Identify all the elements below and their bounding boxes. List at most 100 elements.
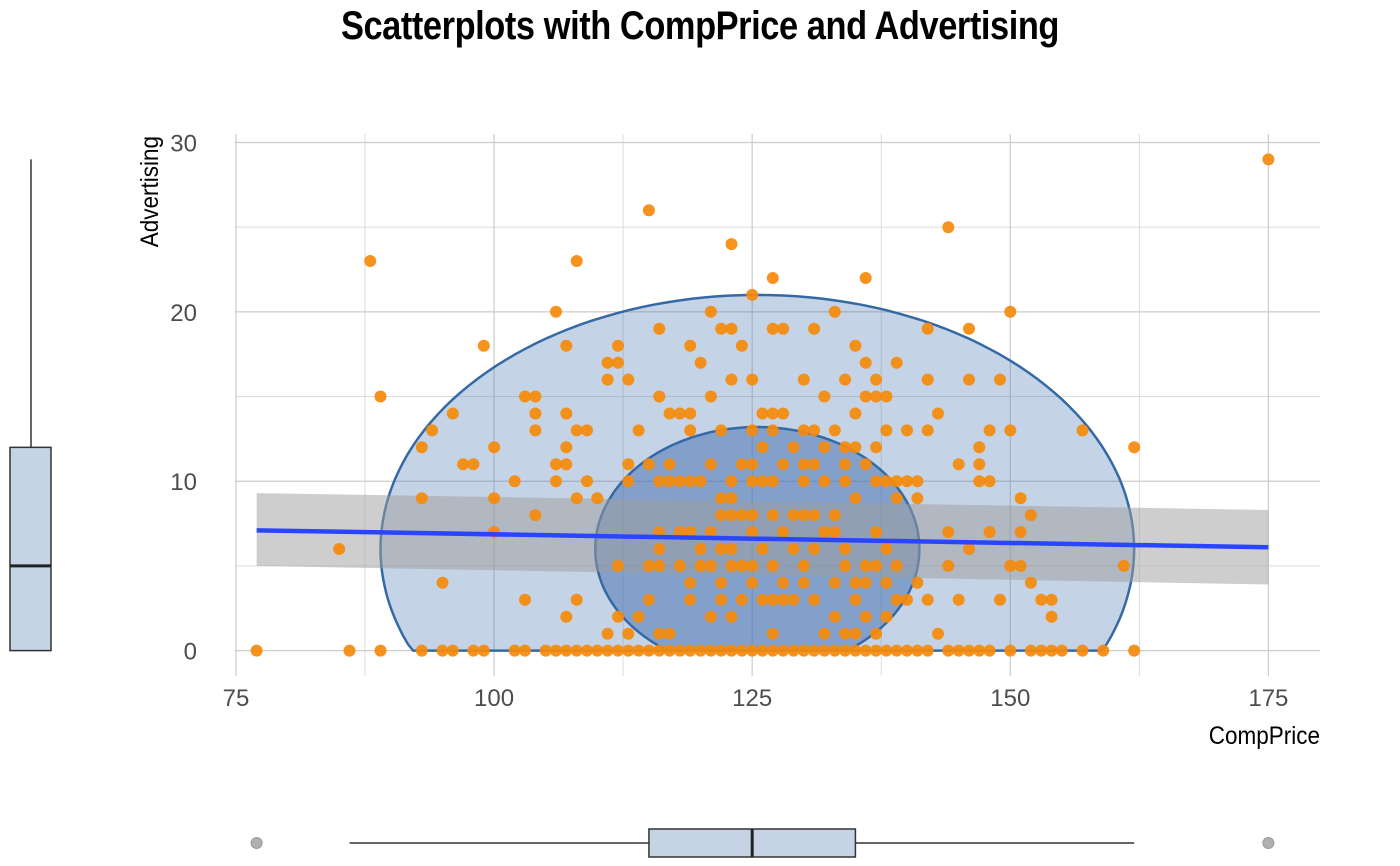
data-point bbox=[839, 441, 852, 454]
data-point bbox=[901, 593, 913, 606]
data-point bbox=[653, 627, 666, 640]
data-point bbox=[766, 322, 779, 335]
data-point bbox=[828, 576, 841, 589]
data-point bbox=[715, 322, 728, 335]
data-point bbox=[797, 424, 810, 437]
data-point bbox=[777, 458, 790, 471]
data-point bbox=[653, 390, 666, 403]
data-point bbox=[642, 204, 655, 217]
data-point bbox=[901, 644, 913, 657]
data-point bbox=[756, 593, 769, 606]
data-point bbox=[581, 424, 593, 437]
y-tick-label: 10 bbox=[170, 469, 197, 496]
data-point bbox=[653, 559, 666, 572]
data-point bbox=[591, 644, 604, 657]
scatter-points bbox=[250, 153, 1275, 657]
data-point bbox=[642, 593, 655, 606]
data-point bbox=[777, 576, 790, 589]
data-point bbox=[684, 407, 697, 420]
data-point bbox=[622, 458, 635, 471]
data-point bbox=[529, 424, 542, 437]
data-point bbox=[921, 424, 934, 437]
data-point bbox=[1004, 305, 1017, 318]
data-point bbox=[374, 644, 387, 657]
data-point bbox=[519, 593, 531, 606]
data-point bbox=[415, 644, 428, 657]
data-point bbox=[859, 356, 872, 369]
data-point bbox=[911, 475, 924, 488]
data-point bbox=[932, 407, 944, 420]
data-point bbox=[870, 373, 883, 386]
data-point bbox=[477, 644, 490, 657]
data-point bbox=[839, 475, 852, 488]
data-point bbox=[880, 644, 893, 657]
data-point bbox=[1024, 644, 1037, 657]
data-point bbox=[1128, 644, 1141, 657]
data-point bbox=[880, 424, 893, 437]
data-point bbox=[1045, 644, 1058, 657]
data-point bbox=[766, 424, 779, 437]
data-point bbox=[519, 644, 531, 657]
data-point bbox=[828, 424, 841, 437]
data-point bbox=[560, 441, 573, 454]
data-point bbox=[632, 644, 645, 657]
data-point bbox=[839, 458, 852, 471]
data-point bbox=[942, 526, 955, 538]
data-point bbox=[550, 458, 562, 471]
data-point bbox=[787, 509, 800, 522]
data-point bbox=[653, 543, 666, 555]
data-point bbox=[880, 475, 893, 488]
data-point bbox=[808, 593, 821, 606]
data-point bbox=[684, 339, 697, 352]
data-point bbox=[467, 458, 480, 471]
data-point bbox=[808, 644, 821, 657]
data-point bbox=[436, 644, 449, 657]
data-point bbox=[756, 441, 769, 454]
data-point bbox=[849, 441, 862, 454]
data-point bbox=[849, 492, 862, 505]
data-point bbox=[343, 644, 356, 657]
data-point bbox=[735, 593, 748, 606]
data-point bbox=[818, 441, 831, 454]
x-tick-label: 125 bbox=[732, 685, 772, 712]
data-point bbox=[828, 509, 841, 522]
data-point bbox=[777, 644, 790, 657]
data-point bbox=[673, 559, 686, 572]
data-point bbox=[787, 593, 800, 606]
data-point bbox=[942, 221, 955, 234]
data-point bbox=[756, 475, 769, 488]
data-point bbox=[642, 458, 655, 471]
data-point bbox=[766, 559, 779, 572]
data-point bbox=[870, 390, 883, 403]
data-point bbox=[870, 475, 883, 488]
data-point bbox=[746, 458, 759, 471]
data-point bbox=[725, 475, 738, 488]
data-point bbox=[808, 322, 821, 335]
data-point bbox=[746, 288, 759, 301]
data-point bbox=[983, 526, 996, 538]
data-point bbox=[1076, 424, 1089, 437]
data-point bbox=[601, 644, 614, 657]
data-point bbox=[870, 627, 883, 640]
data-point bbox=[839, 373, 852, 386]
data-point bbox=[446, 407, 459, 420]
x-tick-label: 150 bbox=[990, 685, 1030, 712]
data-point bbox=[539, 644, 552, 657]
data-point bbox=[1055, 644, 1068, 657]
data-point bbox=[890, 559, 903, 572]
data-point bbox=[973, 458, 986, 471]
data-point bbox=[777, 526, 790, 538]
data-point bbox=[859, 559, 872, 572]
data-point bbox=[808, 543, 821, 555]
data-point bbox=[704, 644, 717, 657]
data-point bbox=[797, 458, 810, 471]
data-point bbox=[1004, 424, 1017, 437]
data-point bbox=[797, 576, 810, 589]
data-point bbox=[570, 255, 583, 267]
data-point bbox=[684, 424, 697, 437]
data-point bbox=[560, 407, 573, 420]
data-point bbox=[911, 492, 924, 505]
data-point bbox=[797, 475, 810, 488]
